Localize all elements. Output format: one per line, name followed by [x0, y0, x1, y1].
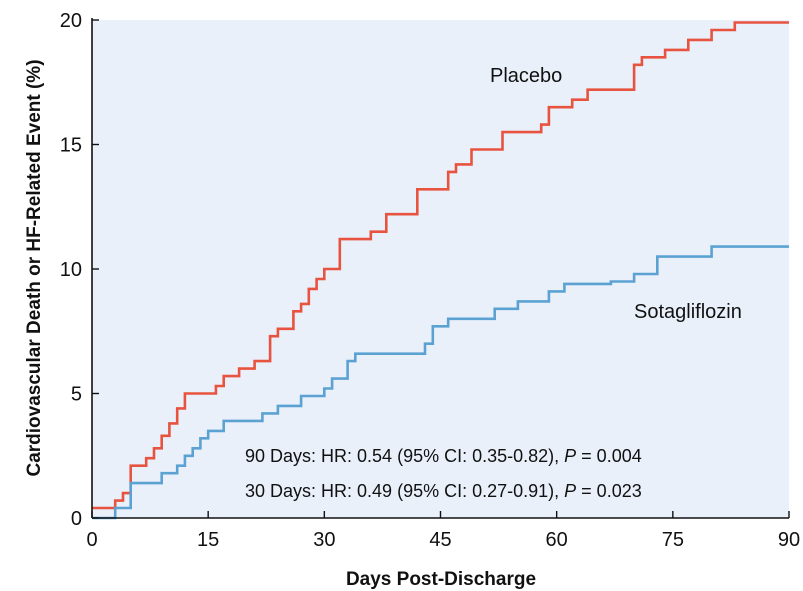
annotation-90-days-p-value: = 0.004 [576, 446, 642, 466]
y-tick-label: 15 [60, 135, 82, 157]
x-axis-title: Days Post-Discharge [346, 569, 536, 590]
annotation-90-days: 90 Days: HR: 0.54 (95% CI: 0.35-0.82), P… [245, 446, 642, 466]
annotation-30-days-p: P [564, 481, 576, 501]
annotation-30-days-p-value: = 0.023 [576, 481, 642, 501]
annotation-30-days: 30 Days: HR: 0.49 (95% CI: 0.27-0.91), P… [245, 481, 642, 501]
series-line-sotagliflozin [92, 245, 789, 520]
x-tick-label: 75 [662, 529, 684, 551]
ticks-layer: 0 15 30 45 60 75 90 0 5 10 15 20 [60, 10, 800, 551]
x-tick-label: 45 [429, 529, 451, 551]
y-tick-label: 5 [71, 384, 82, 406]
x-tick-label: 15 [197, 529, 219, 551]
y-axis-title: Cardiovascular Death or HF-Related Event… [24, 59, 45, 476]
x-tick-label: 30 [313, 529, 335, 551]
y-tick-label: 0 [71, 508, 82, 530]
series-layer [92, 21, 789, 520]
x-tick-label: 90 [778, 529, 800, 551]
series-label-placebo: Placebo [490, 65, 562, 87]
annotation-30-days-text: 30 Days: HR: 0.49 (95% CI: 0.27-0.91), [245, 481, 564, 501]
x-tick-label: 60 [546, 529, 568, 551]
y-tick-label: 20 [60, 10, 82, 32]
series-label-sotagliflozin: Sotagliflozin [634, 301, 742, 323]
x-tick-label: 0 [86, 529, 97, 551]
series-line-placebo [92, 21, 789, 510]
annotation-90-days-text: 90 Days: HR: 0.54 (95% CI: 0.35-0.82), [245, 446, 564, 466]
plot-background [92, 20, 789, 518]
annotation-90-days-p: P [564, 446, 576, 466]
y-tick-label: 10 [60, 259, 82, 281]
